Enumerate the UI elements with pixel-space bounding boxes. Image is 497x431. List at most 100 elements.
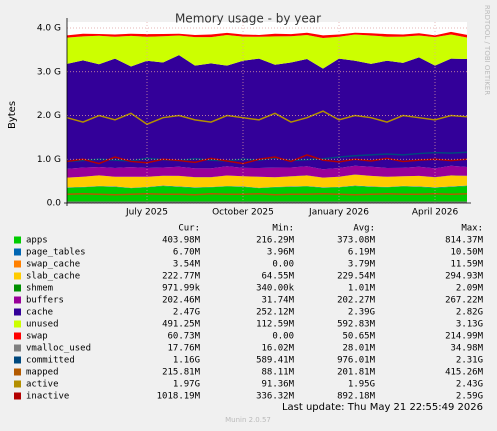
line: [66, 110, 468, 126]
legend-max: 267.22M: [445, 296, 484, 306]
legend-max: 11.59M: [450, 260, 483, 270]
line: [66, 193, 468, 196]
legend-cur: 60.73M: [167, 332, 200, 342]
legend-name: active: [26, 380, 59, 390]
legend-max: 2.31G: [456, 356, 483, 366]
legend-cur: 222.77M: [162, 272, 201, 282]
legend-swatch: [14, 272, 21, 280]
column-header: Max:: [461, 224, 483, 234]
x-tick-label: April 2026: [412, 208, 459, 218]
legend-cur: 403.98M: [162, 236, 201, 246]
legend-avg: 1.95G: [348, 380, 375, 390]
chart-title: Memory usage - by year: [175, 12, 321, 26]
legend-min: 91.36M: [261, 380, 294, 390]
legend-cur: 1018.19M: [157, 392, 201, 402]
area: [67, 174, 467, 188]
legend-min: 31.74M: [261, 296, 294, 306]
legend-min: 336.32M: [256, 392, 295, 402]
line: [66, 151, 468, 163]
x-tick-label: July 2025: [125, 208, 168, 218]
side-text: RRDTOOL / TOBI OETIKER: [483, 5, 491, 95]
legend-max: 214.99M: [445, 332, 484, 342]
legend-min: 88.11M: [261, 368, 294, 378]
legend-name: apps: [26, 236, 48, 246]
legend-min: 589.41M: [256, 356, 295, 366]
legend-swatch: [14, 260, 21, 268]
legend-name: unused: [26, 320, 59, 330]
area: [67, 31, 467, 39]
legend-swatch: [14, 320, 21, 328]
legend-max: 2.09M: [456, 284, 484, 294]
legend-min: 252.12M: [256, 308, 295, 318]
legend-cur: 202.46M: [162, 296, 201, 306]
legend-min: 216.29M: [256, 236, 295, 246]
legend-cur: 491.25M: [162, 320, 201, 330]
legend-avg: 373.08M: [337, 236, 376, 246]
legend-min: 340.00k: [256, 284, 295, 294]
legend-swatch: [14, 356, 21, 364]
legend-cur: 2.47G: [173, 308, 200, 318]
legend-name: committed: [26, 356, 75, 366]
legend-max: 814.37M: [445, 236, 484, 246]
legend-max: 2.43G: [456, 380, 483, 390]
y-tick-label: 3.0 G: [37, 67, 61, 77]
legend-name: swap_cache: [26, 260, 80, 270]
legend-name: inactive: [26, 392, 69, 402]
legend-min: 112.59M: [256, 320, 295, 330]
y-tick-label: 4.0 G: [37, 24, 61, 34]
legend-swatch: [14, 392, 21, 400]
column-header: Avg:: [353, 224, 375, 234]
legend-name: buffers: [26, 296, 64, 306]
legend-swatch: [14, 296, 21, 304]
legend-swatch: [14, 380, 21, 388]
legend-min: 3.96M: [267, 248, 295, 258]
line: [66, 154, 468, 165]
legend-name: shmem: [26, 284, 53, 294]
legend-max: 10.50M: [450, 248, 483, 258]
legend-min: 0.00: [272, 332, 294, 342]
area: [67, 185, 467, 189]
legend-avg: 50.65M: [342, 332, 375, 342]
legend-avg: 229.54M: [337, 272, 376, 282]
legend-max: 294.93M: [445, 272, 484, 282]
column-header: Min:: [272, 224, 294, 234]
legend-name: mapped: [26, 368, 59, 378]
last-update: Last update: Thu May 21 22:55:49 2026: [282, 402, 483, 413]
y-tick-label: 2.0 G: [37, 111, 61, 121]
legend-cur: 1.16G: [173, 356, 200, 366]
x-tick-label: January 2026: [308, 208, 369, 218]
footer: Munin 2.0.57: [225, 416, 271, 424]
legend-avg: 201.81M: [337, 368, 376, 378]
x-tick-label: October 2025: [212, 208, 274, 218]
area: [67, 165, 467, 178]
legend-swatch: [14, 248, 21, 256]
column-header: Cur:: [178, 224, 200, 234]
area: [67, 185, 467, 188]
legend-avg: 892.18M: [337, 392, 376, 402]
legend-name: swap: [26, 332, 48, 342]
legend-name: vmalloc_used: [26, 344, 91, 354]
legend-name: cache: [26, 308, 53, 318]
legend-cur: 17.76M: [167, 344, 200, 354]
legend-swatch: [14, 284, 21, 292]
legend-max: 3.13G: [456, 320, 483, 330]
legend-avg: 592.83M: [337, 320, 376, 330]
legend-max: 34.98M: [450, 344, 483, 354]
legend-avg: 3.79M: [348, 260, 376, 270]
legend-cur: 971.99k: [162, 284, 201, 294]
y-axis-label: Bytes: [7, 101, 18, 129]
legend-swatch: [14, 308, 21, 316]
legend-max: 415.26M: [445, 368, 484, 378]
legend-avg: 976.01M: [337, 356, 376, 366]
marks: [66, 31, 468, 204]
y-tick-label: 0.0: [47, 199, 62, 209]
area: [67, 34, 467, 69]
legend-swatch: [14, 368, 21, 376]
legend-avg: 28.01M: [342, 344, 375, 354]
legend-max: 2.59G: [456, 392, 483, 402]
legend-swatch: [14, 332, 21, 340]
legend-avg: 6.19M: [348, 248, 376, 258]
legend-cur: 215.81M: [162, 368, 201, 378]
legend-cur: 6.70M: [173, 248, 201, 258]
